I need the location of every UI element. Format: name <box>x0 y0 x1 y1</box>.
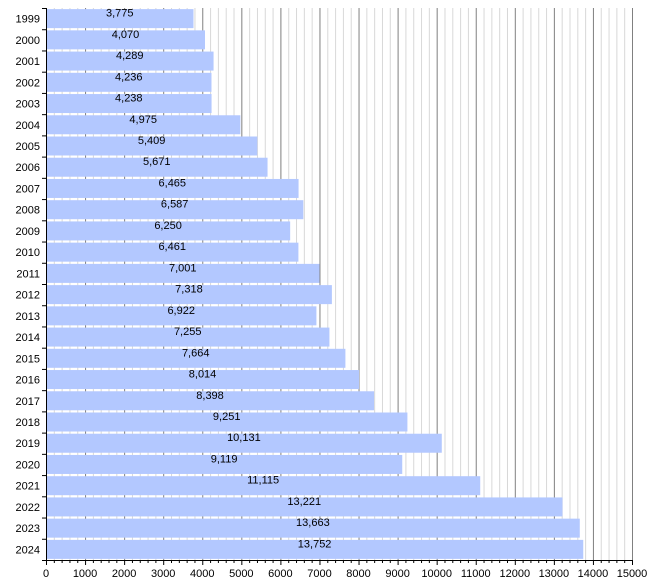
bar-2009 <box>46 221 291 241</box>
bar-2008 <box>46 200 304 220</box>
category-label-2020: 2020 <box>16 459 40 471</box>
data-label-2010: 6,461 <box>158 241 186 253</box>
data-label-2001: 4,289 <box>116 50 144 62</box>
data-label-2006: 5,671 <box>143 156 171 168</box>
x-tick-label-4000: 4000 <box>190 568 214 580</box>
data-label-2007: 6,465 <box>159 177 187 189</box>
data-label-1999: 3,775 <box>106 8 134 20</box>
bar-2016 <box>46 370 360 390</box>
category-label-2010: 2010 <box>16 247 40 259</box>
x-tick-label-11000: 11000 <box>461 568 491 580</box>
bar-2011 <box>46 263 320 283</box>
data-label-2023: 13,663 <box>296 517 330 529</box>
category-label-2012: 2012 <box>16 290 40 302</box>
data-label-2003: 4,238 <box>115 93 143 105</box>
data-label-2017: 8,398 <box>196 390 224 402</box>
bar-2017 <box>46 391 375 411</box>
bar-2019 <box>46 433 442 453</box>
bar-2003 <box>46 94 212 114</box>
x-tick-label-6000: 6000 <box>268 568 292 580</box>
x-tick-label-0: 0 <box>43 568 49 580</box>
bars: 3,775 4,070 4,289 4,236 4,238 4,975 5,409 5,671… <box>46 8 584 559</box>
data-label-2004: 4,975 <box>129 114 157 126</box>
data-label-2018: 9,251 <box>213 411 241 423</box>
bar-2014 <box>46 327 330 347</box>
x-tick-label-10000: 10000 <box>421 568 452 580</box>
x-tick-label-14000: 14000 <box>578 568 609 580</box>
x-tick-label-8000: 8000 <box>346 568 370 580</box>
axes <box>42 8 633 565</box>
category-label-2009: 2009 <box>16 226 40 238</box>
category-label-2003: 2003 <box>16 99 40 111</box>
data-label-2014: 7,255 <box>174 326 202 338</box>
data-label-2012: 7,318 <box>175 284 203 296</box>
bar-2006 <box>46 157 268 177</box>
data-label-2015: 7,664 <box>182 347 210 359</box>
x-tick-label-3000: 3000 <box>151 568 175 580</box>
bar-2004 <box>46 115 241 135</box>
bar-2010 <box>46 242 299 262</box>
category-label-2016: 2016 <box>16 375 40 387</box>
category-label-2011: 2011 <box>16 268 40 280</box>
category-label-2017: 2017 <box>16 396 40 408</box>
category-label-2013: 2013 <box>16 311 40 323</box>
x-axis-ticks: 0 1000 2000 3000 4000 5000 6000 7000 8000 9000 100… <box>43 568 647 580</box>
bar-2012 <box>46 285 332 305</box>
data-label-2016: 8,014 <box>189 369 217 381</box>
data-label-2022: 13,221 <box>287 496 321 508</box>
category-label-2000: 2000 <box>16 35 40 47</box>
bar-2018 <box>46 412 408 432</box>
bar-2002 <box>46 72 212 92</box>
x-tick-label-1000: 1000 <box>73 568 97 580</box>
x-tick-label-5000: 5000 <box>229 568 253 580</box>
category-label-2006: 2006 <box>16 162 40 174</box>
category-label-2007: 2007 <box>16 183 40 195</box>
bar-2000 <box>46 30 206 50</box>
x-tick-label-12000: 12000 <box>500 568 531 580</box>
category-label-2001: 2001 <box>16 56 40 68</box>
data-label-2011: 7,001 <box>169 262 197 274</box>
data-label-2019: 10,131 <box>227 432 261 444</box>
category-label-2023: 2023 <box>16 523 40 535</box>
x-tick-label-2000: 2000 <box>112 568 136 580</box>
x-tick-label-15000: 15000 <box>617 568 648 580</box>
category-label-2018: 2018 <box>16 417 40 429</box>
data-label-2008: 6,587 <box>161 199 189 211</box>
bar-2013 <box>46 306 317 326</box>
category-label-2019: 2019 <box>16 438 40 450</box>
data-label-2005: 5,409 <box>138 135 166 147</box>
bar-2005 <box>46 136 258 156</box>
bar-2023 <box>46 518 580 538</box>
x-tick-label-9000: 9000 <box>385 568 409 580</box>
category-label-2024: 2024 <box>16 544 40 556</box>
bar-2021 <box>46 476 481 496</box>
category-label-2008: 2008 <box>16 205 40 217</box>
data-label-2002: 4,236 <box>115 71 143 83</box>
data-label-2021: 11,115 <box>247 475 279 487</box>
data-label-2000: 4,070 <box>112 29 140 41</box>
bar-2007 <box>46 178 299 198</box>
category-label-2014: 2014 <box>16 332 40 344</box>
bar-2022 <box>46 497 563 517</box>
category-label-1999: 1999 <box>16 14 40 26</box>
bar-2015 <box>46 348 346 368</box>
x-tick-label-13000: 13000 <box>539 568 570 580</box>
bar-2020 <box>46 454 403 474</box>
category-label-2002: 2002 <box>16 77 40 89</box>
category-label-2021: 2021 <box>16 481 40 493</box>
bar-2001 <box>46 51 214 71</box>
category-label-2005: 2005 <box>16 141 40 153</box>
bar-1999 <box>46 9 194 29</box>
category-label-2015: 2015 <box>16 353 40 365</box>
y-axis-labels: 1999 2000 2001 2002 2003 2004 2005 2006 2007 2008… <box>16 14 40 557</box>
data-label-2020: 9,119 <box>211 453 238 465</box>
data-label-2024: 13,752 <box>298 538 332 550</box>
data-label-2013: 6,922 <box>167 305 195 317</box>
category-label-2022: 2022 <box>16 502 40 514</box>
category-label-2004: 2004 <box>16 120 40 132</box>
x-tick-label-7000: 7000 <box>307 568 331 580</box>
bar-2024 <box>46 539 584 559</box>
data-label-2009: 6,250 <box>154 220 182 232</box>
